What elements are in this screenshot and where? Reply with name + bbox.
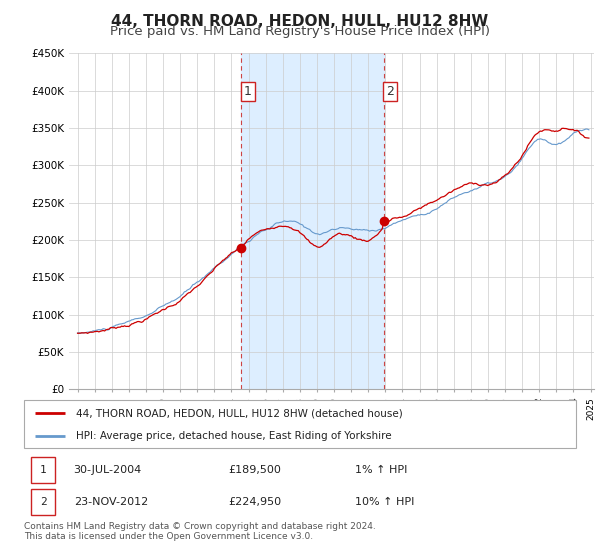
Text: 2: 2	[386, 85, 394, 99]
Text: 1: 1	[244, 85, 252, 99]
Bar	[31, 457, 55, 483]
Text: 10% ↑ HPI: 10% ↑ HPI	[355, 497, 415, 507]
Text: Price paid vs. HM Land Registry's House Price Index (HPI): Price paid vs. HM Land Registry's House …	[110, 25, 490, 38]
Text: 1: 1	[40, 465, 47, 475]
Text: 2: 2	[40, 497, 47, 507]
Text: £224,950: £224,950	[228, 497, 281, 507]
Text: HPI: Average price, detached house, East Riding of Yorkshire: HPI: Average price, detached house, East…	[76, 431, 392, 441]
Text: 1% ↑ HPI: 1% ↑ HPI	[355, 465, 407, 475]
Text: Contains HM Land Registry data © Crown copyright and database right 2024.
This d: Contains HM Land Registry data © Crown c…	[24, 522, 376, 542]
Text: 44, THORN ROAD, HEDON, HULL, HU12 8HW: 44, THORN ROAD, HEDON, HULL, HU12 8HW	[112, 14, 488, 29]
Text: £189,500: £189,500	[228, 465, 281, 475]
Bar	[241, 53, 383, 389]
Text: 30-JUL-2004: 30-JUL-2004	[74, 465, 142, 475]
Text: 44, THORN ROAD, HEDON, HULL, HU12 8HW (detached house): 44, THORN ROAD, HEDON, HULL, HU12 8HW (d…	[76, 408, 403, 418]
Text: 23-NOV-2012: 23-NOV-2012	[74, 497, 148, 507]
Bar	[31, 489, 55, 515]
